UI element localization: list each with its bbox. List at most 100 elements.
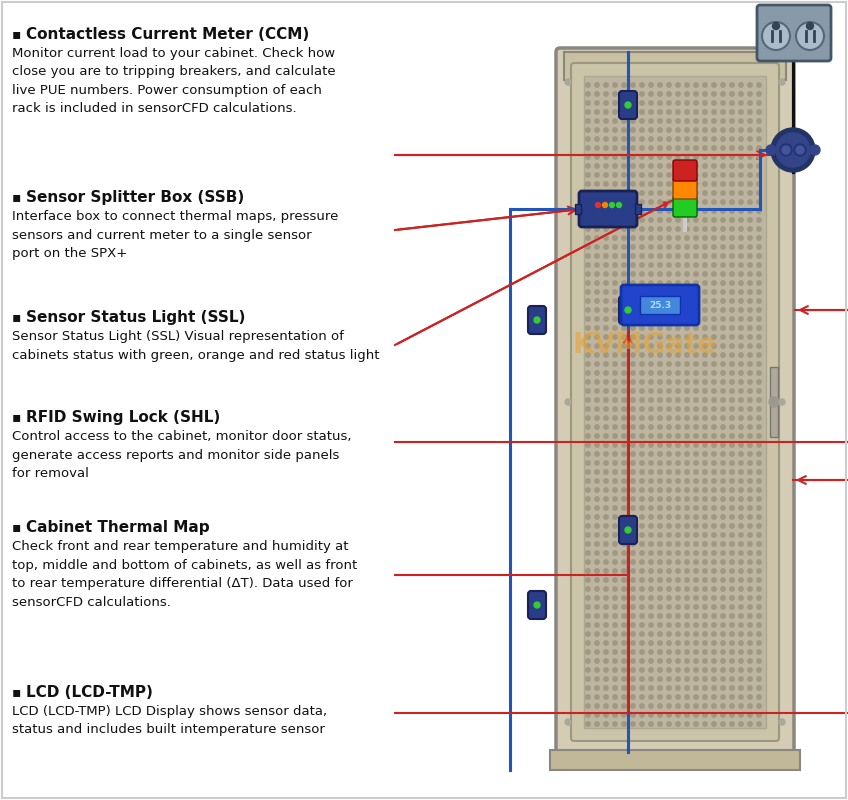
Circle shape [721,497,725,501]
Circle shape [703,659,707,663]
Circle shape [730,497,734,501]
Circle shape [694,164,698,168]
Circle shape [622,281,626,286]
Circle shape [622,659,626,663]
Circle shape [756,389,762,393]
Circle shape [613,164,617,168]
Circle shape [730,533,734,538]
Circle shape [631,443,635,447]
Circle shape [721,154,725,159]
Circle shape [748,587,752,591]
Circle shape [622,596,626,600]
Circle shape [613,173,617,178]
Circle shape [639,146,644,150]
Circle shape [639,190,644,195]
Circle shape [604,560,608,564]
Circle shape [676,182,680,186]
Circle shape [748,406,752,411]
Circle shape [748,92,752,96]
Circle shape [631,344,635,348]
Circle shape [721,488,725,492]
Circle shape [639,713,644,717]
Circle shape [703,686,707,690]
Circle shape [676,380,680,384]
Circle shape [721,353,725,357]
Circle shape [667,110,672,114]
Circle shape [649,605,653,610]
Circle shape [667,227,672,231]
FancyBboxPatch shape [673,196,697,217]
Circle shape [622,190,626,195]
Circle shape [711,515,717,519]
Circle shape [594,668,600,672]
Circle shape [685,533,689,538]
Circle shape [658,641,662,645]
Circle shape [694,146,698,150]
Circle shape [676,434,680,438]
Circle shape [676,398,680,402]
Circle shape [694,650,698,654]
Circle shape [631,190,635,195]
Circle shape [730,82,734,87]
Circle shape [703,722,707,726]
Circle shape [667,154,672,159]
Circle shape [766,145,776,155]
Circle shape [613,560,617,564]
Circle shape [756,587,762,591]
Circle shape [604,101,608,106]
Circle shape [667,281,672,286]
Circle shape [658,560,662,564]
Circle shape [694,353,698,357]
Circle shape [756,299,762,303]
Circle shape [685,434,689,438]
Circle shape [658,470,662,474]
Text: LCD (LCD-TMP): LCD (LCD-TMP) [26,685,153,700]
Circle shape [730,101,734,106]
Circle shape [622,344,626,348]
Circle shape [649,326,653,330]
Circle shape [721,82,725,87]
Circle shape [730,488,734,492]
Circle shape [739,82,743,87]
Circle shape [604,218,608,222]
Circle shape [676,200,680,204]
Circle shape [613,497,617,501]
Circle shape [739,137,743,141]
Circle shape [631,200,635,204]
Circle shape [685,317,689,321]
Circle shape [594,722,600,726]
Circle shape [703,308,707,312]
Circle shape [658,434,662,438]
Circle shape [756,550,762,555]
Bar [640,296,680,314]
Circle shape [756,668,762,672]
Circle shape [694,686,698,690]
Circle shape [730,137,734,141]
Circle shape [639,550,644,555]
Circle shape [756,398,762,402]
Circle shape [658,334,662,339]
Circle shape [667,173,672,178]
Circle shape [721,308,725,312]
Circle shape [622,326,626,330]
Circle shape [604,533,608,538]
Circle shape [739,326,743,330]
Circle shape [639,299,644,303]
Circle shape [721,254,725,258]
Circle shape [779,79,785,85]
Circle shape [703,173,707,178]
Circle shape [604,164,608,168]
Circle shape [685,200,689,204]
Circle shape [622,164,626,168]
Circle shape [622,524,626,528]
Circle shape [658,82,662,87]
Circle shape [613,587,617,591]
Circle shape [604,641,608,645]
Circle shape [756,118,762,123]
Circle shape [676,524,680,528]
Circle shape [649,461,653,465]
Circle shape [667,299,672,303]
Circle shape [639,344,644,348]
Circle shape [739,299,743,303]
Circle shape [721,605,725,610]
